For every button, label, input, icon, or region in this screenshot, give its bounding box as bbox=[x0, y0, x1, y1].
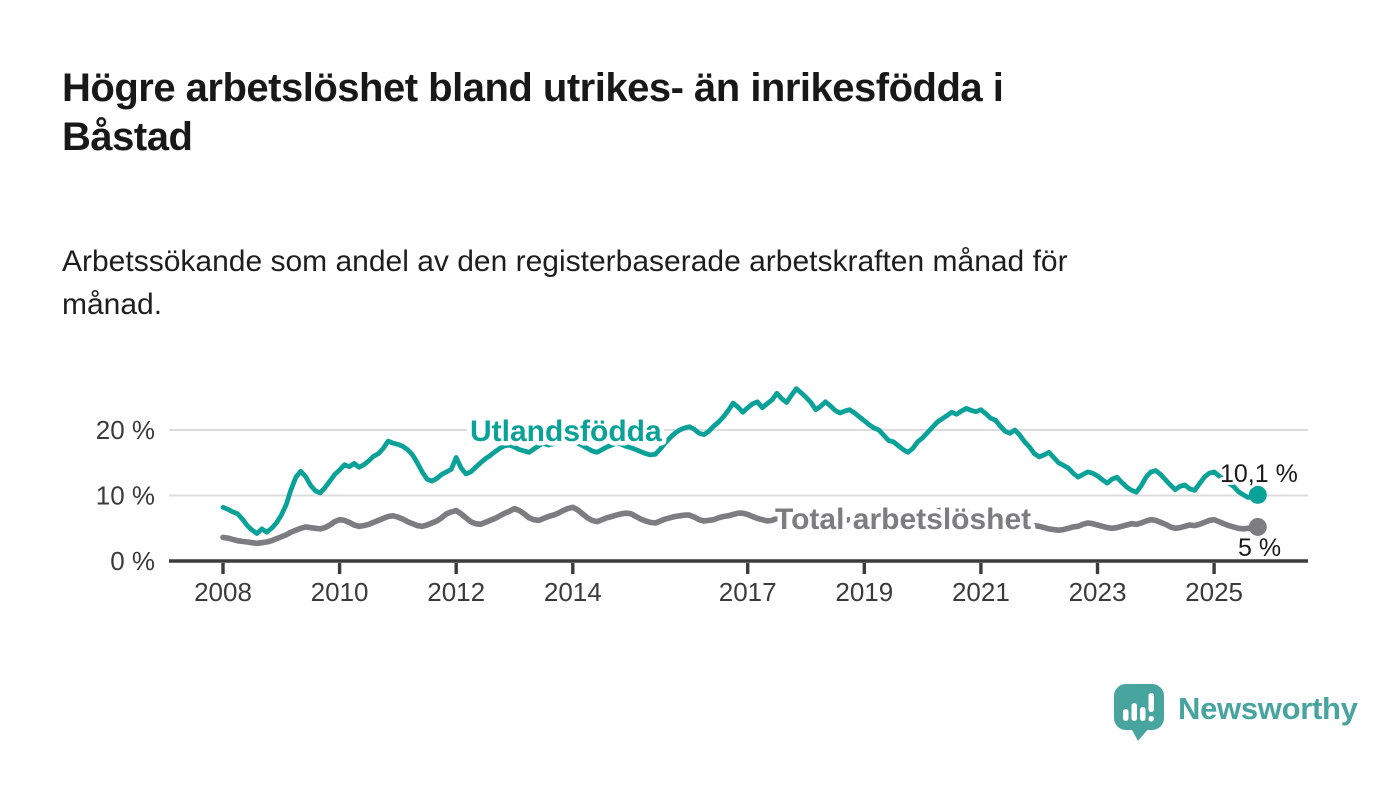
series-label-total: Total arbetslöshet bbox=[775, 503, 1031, 536]
line-total bbox=[220, 504, 1261, 547]
x-tick-label-2008: 2008 bbox=[194, 577, 252, 607]
end-dot-total bbox=[1248, 517, 1267, 536]
newsworthy-logo-text: Newsworthy bbox=[1178, 691, 1358, 726]
x-tick-label-2021: 2021 bbox=[952, 577, 1010, 607]
newsworthy-brand: Newsworthy bbox=[1112, 682, 1358, 742]
x-tick-label-2014: 2014 bbox=[544, 577, 602, 607]
end-value-label-utlandsfodda: 10,1 % bbox=[1220, 460, 1298, 488]
end-value-label-total: 5 % bbox=[1238, 534, 1281, 562]
end-dot-utlandsfodda bbox=[1248, 485, 1267, 504]
y-tick-label-20pct: 20 % bbox=[96, 415, 155, 445]
y-tick-label-0pct: 0 % bbox=[110, 546, 155, 576]
x-tick-label-2019: 2019 bbox=[835, 577, 893, 607]
x-tick-label-2012: 2012 bbox=[427, 577, 485, 607]
page-subtitle: Arbetssökande som andel av den registerb… bbox=[62, 245, 1068, 321]
y-tick-label-10pct: 10 % bbox=[96, 481, 155, 511]
newsworthy-logo-icon bbox=[1114, 684, 1164, 741]
x-tick-label-2025: 2025 bbox=[1185, 577, 1243, 607]
page-title: Högre arbetslöshet bland utrikes- än inr… bbox=[62, 66, 1004, 159]
x-tick-label-2010: 2010 bbox=[311, 577, 369, 607]
x-tick-label-2023: 2023 bbox=[1069, 577, 1127, 607]
series-label-utlandsfodda: Utlandsfödda bbox=[470, 415, 662, 448]
x-tick-label-2017: 2017 bbox=[719, 577, 777, 607]
line-utlandsfodda bbox=[220, 386, 1261, 536]
